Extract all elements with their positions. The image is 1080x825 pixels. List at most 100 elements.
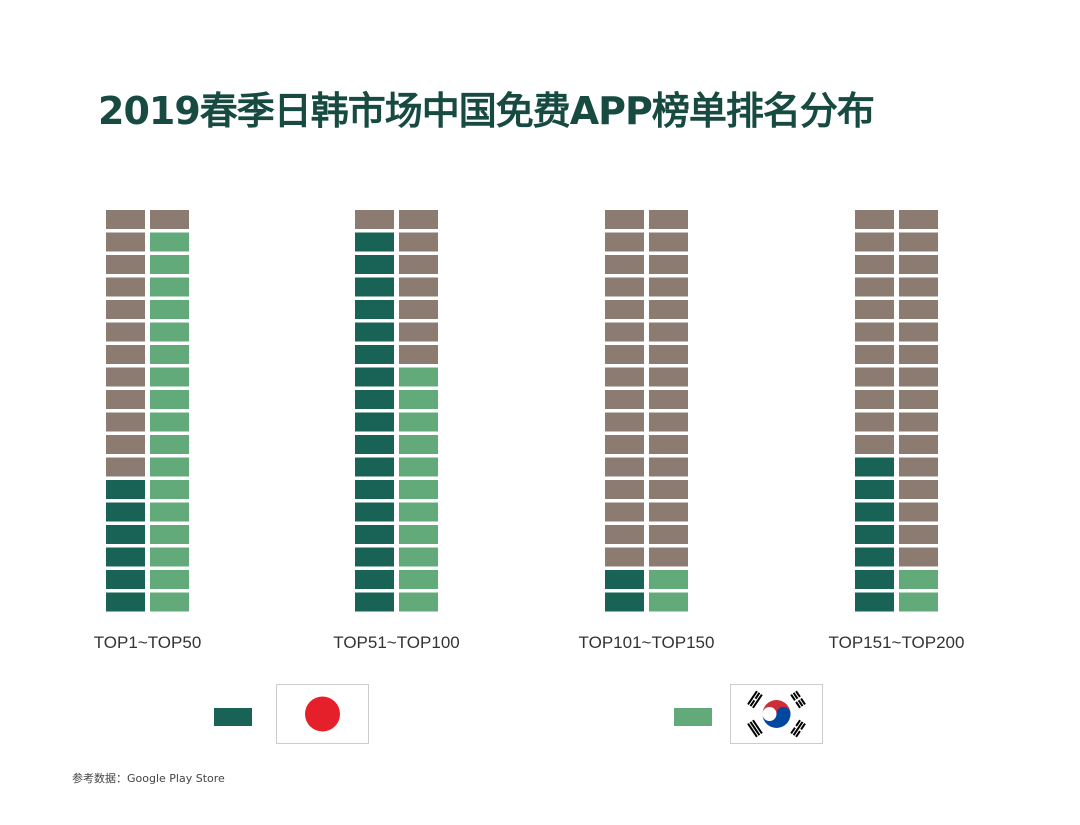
cell-korea-empty bbox=[150, 210, 189, 229]
cell-korea-empty bbox=[649, 390, 688, 409]
cell-japan-filled bbox=[106, 570, 145, 589]
cell-korea-filled bbox=[399, 592, 438, 612]
cell-japan-empty bbox=[855, 345, 894, 364]
cell-japan-empty bbox=[605, 367, 644, 387]
group-label: TOP51~TOP100 bbox=[333, 633, 459, 652]
cell-korea-empty bbox=[649, 547, 688, 567]
cell-korea-filled bbox=[399, 547, 438, 567]
cell-japan-empty bbox=[605, 277, 644, 297]
cell-japan-filled bbox=[355, 255, 394, 274]
cell-korea-filled bbox=[150, 345, 189, 364]
cell-korea-empty bbox=[899, 300, 938, 319]
cell-japan-empty bbox=[605, 525, 644, 544]
cell-japan-empty bbox=[605, 457, 644, 477]
cell-korea-filled bbox=[399, 570, 438, 589]
legend-swatch-japan bbox=[214, 708, 252, 726]
cell-korea-empty bbox=[649, 480, 688, 499]
cell-korea-empty bbox=[649, 435, 688, 454]
cell-japan-filled bbox=[355, 457, 394, 477]
cell-korea-empty bbox=[649, 502, 688, 522]
cell-korea-empty bbox=[649, 210, 688, 229]
cell-japan-filled bbox=[106, 480, 145, 499]
cell-japan-empty bbox=[106, 412, 145, 432]
cell-korea-empty bbox=[899, 435, 938, 454]
cell-japan-filled bbox=[106, 525, 145, 544]
group-label: TOP1~TOP50 bbox=[94, 633, 202, 652]
waffle-chart: TOP1~TOP50 TOP51~TOP100 TOP101~TOP150 TOP15… bbox=[94, 210, 964, 652]
cell-japan-filled bbox=[355, 390, 394, 409]
cell-japan-empty bbox=[605, 345, 644, 364]
cell-japan-filled bbox=[106, 592, 145, 612]
cell-korea-empty bbox=[399, 300, 438, 319]
cell-korea-empty bbox=[649, 367, 688, 387]
cell-korea-filled bbox=[150, 255, 189, 274]
cell-korea-empty bbox=[399, 322, 438, 342]
cell-korea-filled bbox=[399, 435, 438, 454]
cell-japan-empty bbox=[605, 480, 644, 499]
cell-japan-empty bbox=[106, 367, 145, 387]
cell-japan-empty bbox=[605, 390, 644, 409]
cell-japan-empty bbox=[855, 367, 894, 387]
cell-korea-filled bbox=[150, 322, 189, 342]
cell-japan-filled bbox=[605, 592, 644, 612]
cell-korea-filled bbox=[399, 367, 438, 387]
cell-korea-filled bbox=[150, 570, 189, 589]
cell-japan-empty bbox=[106, 322, 145, 342]
cell-korea-empty bbox=[899, 390, 938, 409]
cell-korea-filled bbox=[150, 367, 189, 387]
cell-japan-empty bbox=[605, 300, 644, 319]
cell-korea-filled bbox=[399, 480, 438, 499]
cell-japan-empty bbox=[605, 502, 644, 522]
cell-japan-empty bbox=[106, 210, 145, 229]
cell-japan-empty bbox=[106, 457, 145, 477]
cell-korea-filled bbox=[399, 502, 438, 522]
cell-korea-empty bbox=[899, 457, 938, 477]
cell-korea-filled bbox=[399, 390, 438, 409]
cell-japan-filled bbox=[355, 367, 394, 387]
cell-korea-filled bbox=[150, 525, 189, 544]
cell-japan-empty bbox=[605, 210, 644, 229]
cell-korea-empty bbox=[399, 255, 438, 274]
cell-korea-filled bbox=[649, 570, 688, 589]
chart-title: 2019春季日韩市场中国免费APP榜单排名分布 bbox=[98, 89, 875, 133]
cell-korea-filled bbox=[899, 570, 938, 589]
cell-japan-empty bbox=[106, 232, 145, 252]
cell-japan-empty bbox=[106, 345, 145, 364]
cell-korea-empty bbox=[899, 547, 938, 567]
cell-korea-empty bbox=[899, 480, 938, 499]
cell-japan-empty bbox=[855, 232, 894, 252]
cell-korea-empty bbox=[649, 232, 688, 252]
cell-korea-empty bbox=[899, 502, 938, 522]
cell-japan-filled bbox=[355, 345, 394, 364]
cell-japan-empty bbox=[106, 300, 145, 319]
cell-korea-filled bbox=[150, 232, 189, 252]
cell-japan-empty bbox=[855, 277, 894, 297]
cell-japan-filled bbox=[855, 502, 894, 522]
cell-korea-filled bbox=[150, 547, 189, 567]
cell-japan-filled bbox=[855, 547, 894, 567]
cell-korea-empty bbox=[899, 345, 938, 364]
cell-korea-filled bbox=[150, 480, 189, 499]
cell-korea-filled bbox=[150, 435, 189, 454]
cell-korea-filled bbox=[399, 525, 438, 544]
cell-korea-filled bbox=[150, 390, 189, 409]
cell-japan-empty bbox=[605, 412, 644, 432]
cell-korea-filled bbox=[150, 592, 189, 612]
group-1: TOP1~TOP50 bbox=[94, 210, 202, 652]
cell-japan-empty bbox=[355, 210, 394, 229]
group-4: TOP151~TOP200 bbox=[829, 210, 964, 652]
cell-japan-empty bbox=[106, 255, 145, 274]
cell-japan-empty bbox=[855, 210, 894, 229]
south-korea-flag-icon bbox=[730, 684, 823, 744]
cell-japan-empty bbox=[605, 322, 644, 342]
cell-korea-empty bbox=[649, 345, 688, 364]
cell-japan-empty bbox=[605, 232, 644, 252]
cell-japan-filled bbox=[605, 570, 644, 589]
cell-korea-filled bbox=[150, 300, 189, 319]
cell-korea-empty bbox=[399, 232, 438, 252]
cell-japan-filled bbox=[355, 435, 394, 454]
cell-japan-filled bbox=[355, 300, 394, 319]
group-label: TOP101~TOP150 bbox=[579, 633, 715, 652]
cell-japan-empty bbox=[855, 255, 894, 274]
cell-korea-filled bbox=[399, 457, 438, 477]
